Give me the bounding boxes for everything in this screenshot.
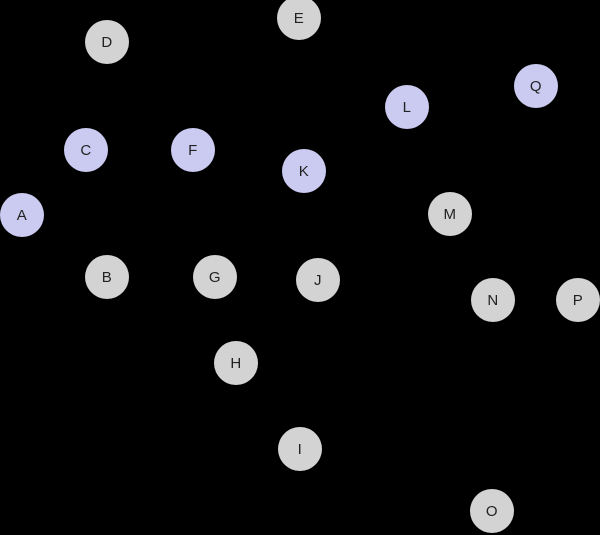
graph-node-E[interactable]: E (277, 0, 321, 40)
graph-node-D[interactable]: D (85, 20, 129, 64)
node-label: K (298, 162, 310, 180)
graph-node-N[interactable]: N (471, 278, 515, 322)
graph-node-P[interactable]: P (556, 278, 600, 322)
node-label: C (80, 141, 92, 159)
graph-node-L[interactable]: L (385, 85, 429, 129)
node-label: I (297, 440, 303, 458)
node-label: D (101, 33, 113, 51)
node-label: Q (529, 77, 543, 95)
node-label: N (487, 291, 499, 309)
node-label: B (101, 268, 113, 286)
graph-node-O[interactable]: O (470, 489, 514, 533)
node-label: M (443, 205, 457, 223)
graph-node-A[interactable]: A (0, 193, 44, 237)
node-label: L (402, 98, 412, 116)
node-label: A (16, 206, 28, 224)
graph-node-Q[interactable]: Q (514, 64, 558, 108)
graph-node-J[interactable]: J (296, 258, 340, 302)
graph-node-F[interactable]: F (171, 128, 215, 172)
node-label: H (230, 354, 242, 372)
graph-node-G[interactable]: G (193, 255, 237, 299)
node-label: F (188, 141, 198, 159)
node-label: O (485, 502, 499, 520)
graph-node-M[interactable]: M (428, 192, 472, 236)
graph-node-C[interactable]: C (64, 128, 108, 172)
graph-node-I[interactable]: I (278, 427, 322, 471)
graph-node-B[interactable]: B (85, 255, 129, 299)
graph-node-K[interactable]: K (282, 149, 326, 193)
node-label: P (572, 291, 584, 309)
node-label: J (314, 271, 322, 289)
node-label: G (208, 268, 222, 286)
node-label: E (293, 9, 305, 27)
graph-node-H[interactable]: H (214, 341, 258, 385)
